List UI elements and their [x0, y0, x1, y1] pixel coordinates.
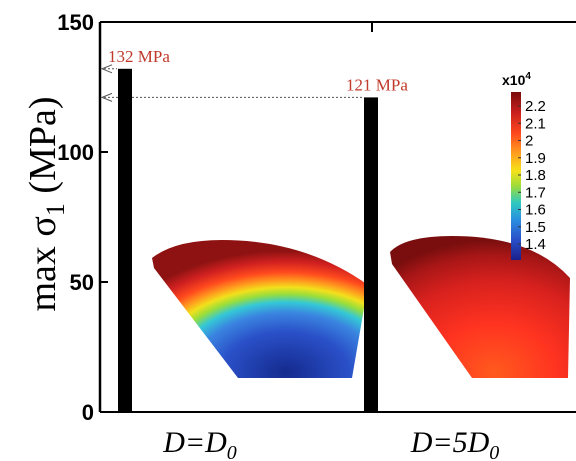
- reference-arrow-1: [100, 64, 113, 74]
- colorbar-exponent: x104: [502, 71, 531, 88]
- colorbar-tick-label-2: 2: [525, 133, 533, 150]
- colorbar-tick-label-1: 2.1: [525, 115, 546, 132]
- annotations: 132 MPa 121 MPa: [108, 47, 408, 95]
- y-axis: 0 50 100 150: [57, 10, 108, 425]
- y-tick-label-100: 100: [57, 140, 94, 165]
- x-tick-label-2: D=5D0: [410, 426, 500, 461]
- bar-1: [118, 68, 132, 413]
- colorbar-tick-label-7: 1.5: [525, 219, 546, 236]
- reference-lines: [100, 64, 363, 102]
- bar-2: [364, 97, 378, 413]
- y-tick-label-0: 0: [82, 400, 94, 425]
- contour-plot-right: [390, 236, 570, 378]
- colorbar-gradient: [511, 92, 521, 260]
- colorbar-tick-label-3: 1.9: [525, 150, 546, 167]
- colorbar-tick-label-6: 1.6: [525, 202, 546, 219]
- colorbar-tick-label-5: 1.7: [525, 184, 546, 201]
- y-axis-label: max σ1 (MPa): [22, 96, 70, 311]
- colorbar: x104 2.22.121.91.81.71.61.51.4: [502, 71, 546, 260]
- annotation-2: 121 MPa: [346, 75, 408, 94]
- x-axis: D=D0 D=5D0: [162, 426, 499, 461]
- y-tick-label-150: 150: [57, 10, 94, 35]
- colorbar-tick-label-4: 1.8: [525, 167, 546, 184]
- y-tick-label-50: 50: [70, 270, 94, 295]
- plot-frame: [98, 21, 576, 413]
- reference-arrow-2: [100, 92, 113, 102]
- contour-plots: [152, 236, 570, 378]
- colorbar-tick-label-0: 2.2: [525, 98, 546, 115]
- colorbar-tick-label-8: 1.4: [525, 236, 546, 253]
- annotation-1: 132 MPa: [108, 47, 170, 66]
- x-tick-label-1: D=D0: [162, 426, 237, 461]
- bars: [118, 68, 378, 413]
- contour-plot-left: [152, 240, 368, 378]
